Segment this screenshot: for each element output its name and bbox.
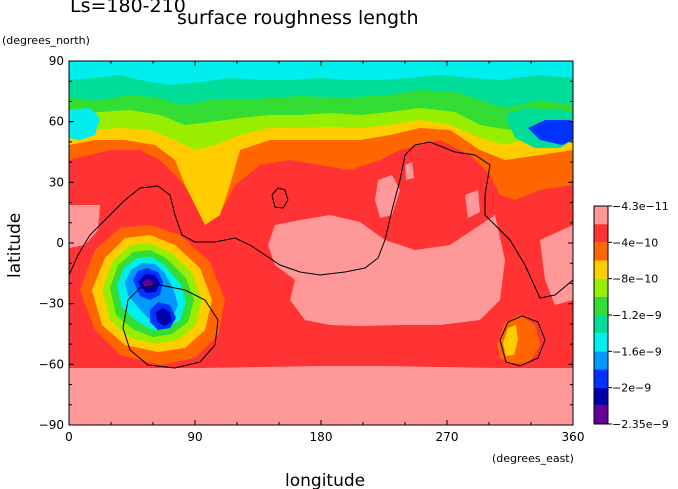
colorbar-swatch: [594, 206, 608, 225]
colorbar-swatch: [594, 278, 608, 297]
pink-region-west: [69, 205, 100, 248]
tharsis-yellow-patch: [190, 165, 225, 220]
y-units-label: (degrees_north): [2, 34, 90, 47]
x-units-label: (degrees_east): [492, 452, 574, 465]
chart-title: surface roughness length: [177, 7, 419, 29]
colorbar-label: −8e−10: [612, 273, 658, 286]
north-left-patch: [69, 108, 100, 140]
colorbar-label: −4.3e−11: [612, 200, 669, 213]
north-blue-spot: [528, 120, 573, 145]
colorbar-swatch: [594, 260, 608, 279]
contour-line-west: [69, 141, 573, 299]
south-polar-cap: [69, 366, 573, 425]
pink-region-east: [540, 225, 573, 305]
y-tick-label: −30: [39, 297, 64, 311]
hellas-core-b: [156, 308, 172, 326]
colorbar-swatch: [594, 315, 608, 334]
y-axis: 90 60 30 0 −30 −60 −90: [39, 54, 573, 432]
hellas-min: [142, 279, 153, 288]
contour-argyre: [499, 315, 546, 367]
argyre-ring-2: [503, 325, 518, 356]
colorbar-label: −4e−10: [612, 236, 658, 249]
x-axis-label: longitude: [285, 471, 365, 489]
colorbar-swatch: [594, 387, 608, 406]
y-axis-label: latitude: [5, 213, 25, 278]
x-tick-label: 270: [436, 430, 459, 444]
contour-hellas: [122, 284, 219, 369]
colorbar-swatch: [594, 369, 608, 388]
x-tick-label: 90: [187, 430, 202, 444]
x-tick-label: 180: [310, 430, 333, 444]
contour-small-ring: [271, 187, 289, 209]
season-label: Ls=180-210: [70, 0, 186, 17]
y-tick-label: −90: [39, 418, 64, 432]
y-tick-label: −60: [39, 357, 64, 371]
pink-blob-north: [375, 175, 400, 218]
north-band-cyan: [69, 61, 573, 85]
colorbar-swatch: [594, 333, 608, 352]
colorbar-swatch: [594, 296, 608, 315]
colorbar-swatch: [594, 351, 608, 370]
colorbar-swatch: [594, 405, 608, 424]
x-axis: 0 90 180 270 360: [65, 61, 584, 444]
colorbar-swatch: [594, 224, 608, 243]
x-tick-label: 0: [65, 430, 73, 444]
colorbar-swatch: [594, 242, 608, 261]
y-tick-label: 30: [49, 175, 64, 189]
x-tick-label: 360: [562, 430, 585, 444]
colorbar-label: −1.6e−9: [612, 345, 662, 358]
pink-blob-ne: [465, 190, 480, 218]
y-tick-label: 90: [49, 54, 64, 68]
colorbar-label: −2.35e−9: [612, 418, 669, 431]
colorbar: −4.3e−11 −4e−10 −8e−10 −1.2e−9 −1.6e−9 −2e−9 −…: [593, 200, 669, 431]
colorbar-label: −1.2e−9: [612, 309, 662, 322]
pink-blob-small: [405, 162, 414, 180]
pink-region-central: [268, 215, 505, 326]
y-tick-label: 0: [56, 236, 64, 250]
heatmap-field: [69, 61, 573, 425]
colorbar-label: −2e−9: [612, 382, 651, 395]
y-tick-label: 60: [49, 115, 64, 129]
